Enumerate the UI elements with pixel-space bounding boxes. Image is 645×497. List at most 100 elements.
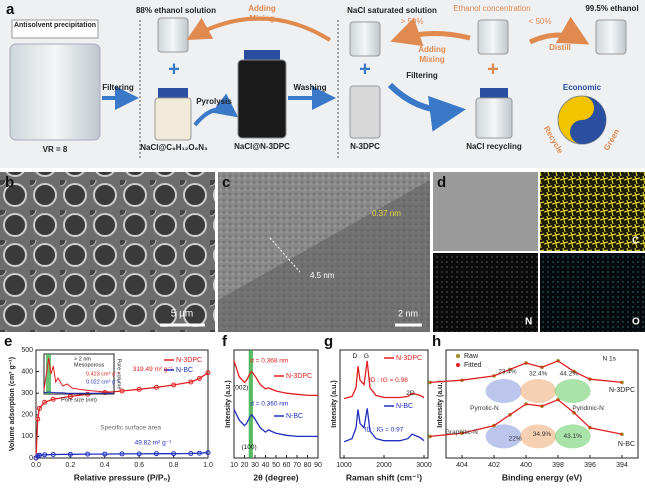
label: Filtering: [102, 83, 134, 92]
data-point: [36, 452, 42, 458]
annotation: 319.49 m² g⁻¹: [133, 366, 174, 373]
data-point: [102, 451, 108, 457]
y-tick-label: 100: [21, 433, 33, 440]
component-fill: [520, 424, 557, 449]
x-tick-label: 10: [230, 462, 238, 469]
series-line: [343, 360, 425, 400]
data-point: [188, 450, 194, 456]
x-tick-label: 0.0: [31, 462, 41, 469]
element-map: [433, 253, 538, 332]
plot-frame: [35, 349, 209, 459]
panel-label: a: [6, 1, 15, 18]
fitted-line: [429, 398, 623, 438]
label: Pyrolysis: [196, 97, 232, 106]
beaker: [9, 43, 101, 141]
x-tick-label: 404: [456, 462, 468, 469]
x-tick-label: 30: [251, 462, 259, 469]
inset-volume: 0.423 cm³ g⁻¹: [86, 371, 120, 377]
group-label: N-3DPC: [609, 387, 635, 394]
data-point: [85, 451, 91, 457]
x-tick-label: 402: [488, 462, 500, 469]
annotation: 34.9%: [533, 431, 552, 438]
data-point: [188, 379, 194, 385]
raw-point: [620, 380, 624, 385]
y-axis-label: Intensity (a.u.): [331, 380, 338, 427]
annotation: D: [353, 353, 358, 360]
map-label: C: [632, 236, 639, 247]
measure-line: [269, 237, 301, 273]
data-point: [171, 382, 177, 388]
x-tick-label: 60: [283, 462, 291, 469]
data-point: [42, 399, 48, 405]
data-point: [119, 451, 125, 457]
x-tick-label: 80: [304, 462, 312, 469]
legend-label: N-3DPC: [176, 357, 202, 364]
plot-frame: [339, 349, 429, 459]
inset-line: [43, 357, 115, 393]
annotation: 23.4%: [498, 368, 517, 375]
data-point: [196, 450, 202, 456]
label: Ethanol concentration: [453, 4, 530, 13]
annotation: 4.5 nm: [310, 271, 335, 280]
x-tick-label: 3000: [416, 462, 432, 469]
series-line: [233, 360, 318, 397]
x-tick-label: 400: [520, 462, 532, 469]
data-point: [36, 405, 42, 411]
vial: [154, 97, 192, 141]
annotation: Pyrrolic-N: [470, 405, 499, 412]
annotation: 43.1%: [564, 433, 583, 440]
bottle: [237, 59, 287, 139]
label-box: [11, 19, 99, 39]
element-map: [540, 172, 645, 251]
legend-label: Raw: [464, 353, 479, 360]
inset-line: [43, 391, 114, 394]
label: > 50%: [401, 17, 424, 26]
data-point: [205, 450, 211, 456]
bottle: [595, 19, 627, 55]
y-tick-label: 500: [21, 347, 33, 354]
plus: +: [487, 58, 499, 80]
legend-label: N-BC: [176, 367, 193, 374]
data-point: [50, 396, 56, 402]
x-tick-label: 0.6: [134, 462, 144, 469]
inset-note: Mesoporous: [74, 362, 105, 368]
legend-swatch: [456, 363, 460, 367]
data-point: [136, 451, 142, 457]
raw-point: [428, 434, 432, 439]
element-map: [540, 253, 645, 332]
annotation: N 1s: [603, 355, 617, 362]
bottle: [349, 21, 381, 57]
y-tick-label: 200: [21, 412, 33, 419]
label: NaCl@C₆H₁₂O₆N₃: [140, 143, 208, 152]
highlight-band: [248, 350, 253, 458]
label: Distill: [549, 43, 571, 52]
annotation: 32.4%: [529, 370, 548, 377]
tem-image: [433, 172, 538, 251]
legend-label: N-BC: [396, 403, 413, 410]
annotation: Graphitic-N: [445, 429, 478, 436]
annotation: 49.82 m² g⁻¹: [135, 440, 173, 447]
label: Economic: [563, 83, 602, 92]
inset-frame: [43, 353, 115, 395]
series-line: [343, 408, 425, 443]
x-tick-label: 0.8: [169, 462, 179, 469]
panel-label: g: [324, 333, 333, 350]
annotation: Pyridinic-N: [572, 405, 604, 412]
annotation: G: [364, 353, 369, 360]
label: 88% ethanol solution: [136, 6, 216, 15]
series-line: [233, 409, 318, 438]
x-tick-label: 40: [262, 462, 270, 469]
inset-note: > 2 nm: [74, 356, 91, 362]
label: Adding: [418, 45, 446, 54]
sem-image: [0, 172, 215, 332]
panel-label: c: [222, 174, 230, 191]
label: Mixing: [419, 55, 444, 64]
data-point: [153, 451, 159, 457]
map-label: O: [632, 317, 640, 328]
x-axis-label: Binding energy (eV): [502, 472, 582, 482]
legend-label: Fitted: [464, 362, 482, 369]
legend-swatch: [456, 354, 460, 358]
arrow: [390, 17, 471, 47]
x-tick-label: 398: [552, 462, 564, 469]
panel-label: f: [222, 333, 228, 350]
